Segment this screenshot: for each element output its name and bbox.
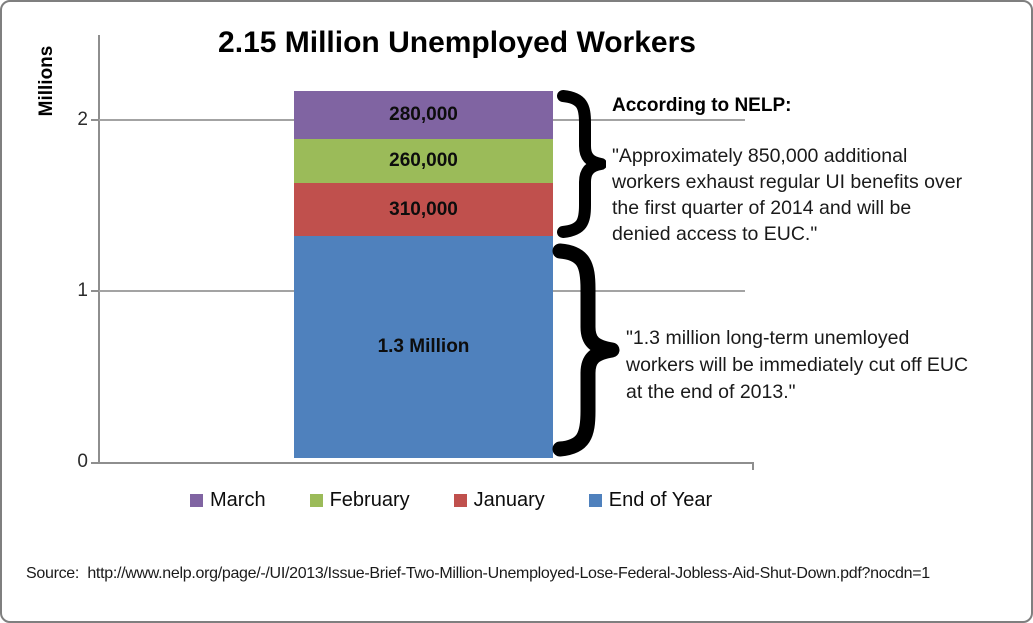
source-citation: Source: http://www.nelp.org/page/-/UI/20… bbox=[26, 565, 930, 582]
legend-label-march: March bbox=[210, 489, 266, 511]
bar-segment-february-label: 260,000 bbox=[389, 150, 458, 171]
quote-1-line-3: the first quarter of 2014 and will be bbox=[612, 197, 912, 219]
legend: March February January End of Year bbox=[190, 489, 712, 512]
x-axis-end-tick bbox=[752, 462, 754, 470]
legend-swatch-february bbox=[309, 494, 323, 507]
legend-label-end-of-year: End of Year bbox=[608, 489, 713, 511]
bar-segment-march: 280,000 bbox=[294, 91, 553, 139]
legend-label-february: February bbox=[329, 489, 410, 511]
legend-item-february: February bbox=[309, 489, 410, 512]
bar-segment-march-label: 280,000 bbox=[389, 104, 458, 125]
bar-segment-february: 260,000 bbox=[294, 139, 553, 183]
quote-1-line-2: workers exhaust regular UI benefits over bbox=[612, 171, 963, 193]
stacked-bar: 280,000 260,000 310,000 1.3 Million bbox=[294, 91, 553, 458]
y-tick-label-1: 1 bbox=[77, 280, 88, 301]
chart-title: 2.15 Million Unemployed Workers bbox=[218, 26, 696, 59]
legend-label-january: January bbox=[473, 489, 545, 511]
quote-2-line-1: "1.3 million long-term unemloyed bbox=[626, 327, 910, 349]
legend-swatch-march bbox=[190, 494, 203, 507]
y-tick-label-0: 0 bbox=[77, 451, 88, 472]
legend-swatch-january bbox=[453, 494, 467, 507]
legend-item-end-of-year: End of Year bbox=[588, 489, 713, 512]
x-axis-line bbox=[91, 462, 754, 464]
bar-segment-january-label: 310,000 bbox=[389, 198, 458, 220]
annotation-quote-1: "Approximately 850,000 additional worker… bbox=[612, 143, 962, 247]
quote-2-line-3: at the end of 2013." bbox=[626, 381, 796, 403]
bar-segment-end-of-year-label: 1.3 Million bbox=[377, 336, 470, 357]
y-tick-label-2: 2 bbox=[77, 109, 88, 130]
y-axis-line bbox=[98, 35, 100, 464]
right-brace-icon-top bbox=[557, 90, 606, 238]
y-tick-1 bbox=[91, 290, 99, 292]
annotation-quote-2: "1.3 million long-term unemloyed workers… bbox=[626, 325, 968, 406]
right-brace-icon-bottom bbox=[552, 243, 620, 457]
y-tick-2 bbox=[91, 119, 99, 121]
annotation-heading: According to NELP: bbox=[612, 95, 792, 116]
quote-1-line-1: "Approximately 850,000 additional bbox=[612, 145, 908, 167]
legend-swatch-end-of-year bbox=[588, 494, 602, 507]
bar-segment-end-of-year: 1.3 Million bbox=[294, 236, 553, 458]
legend-item-march: March bbox=[190, 489, 266, 512]
quote-2-line-2: workers will be immediately cut off EUC bbox=[626, 354, 969, 376]
bar-segment-january: 310,000 bbox=[294, 183, 553, 236]
legend-item-january: January bbox=[453, 489, 545, 512]
quote-1-line-4: denied access to EUC." bbox=[612, 223, 818, 245]
